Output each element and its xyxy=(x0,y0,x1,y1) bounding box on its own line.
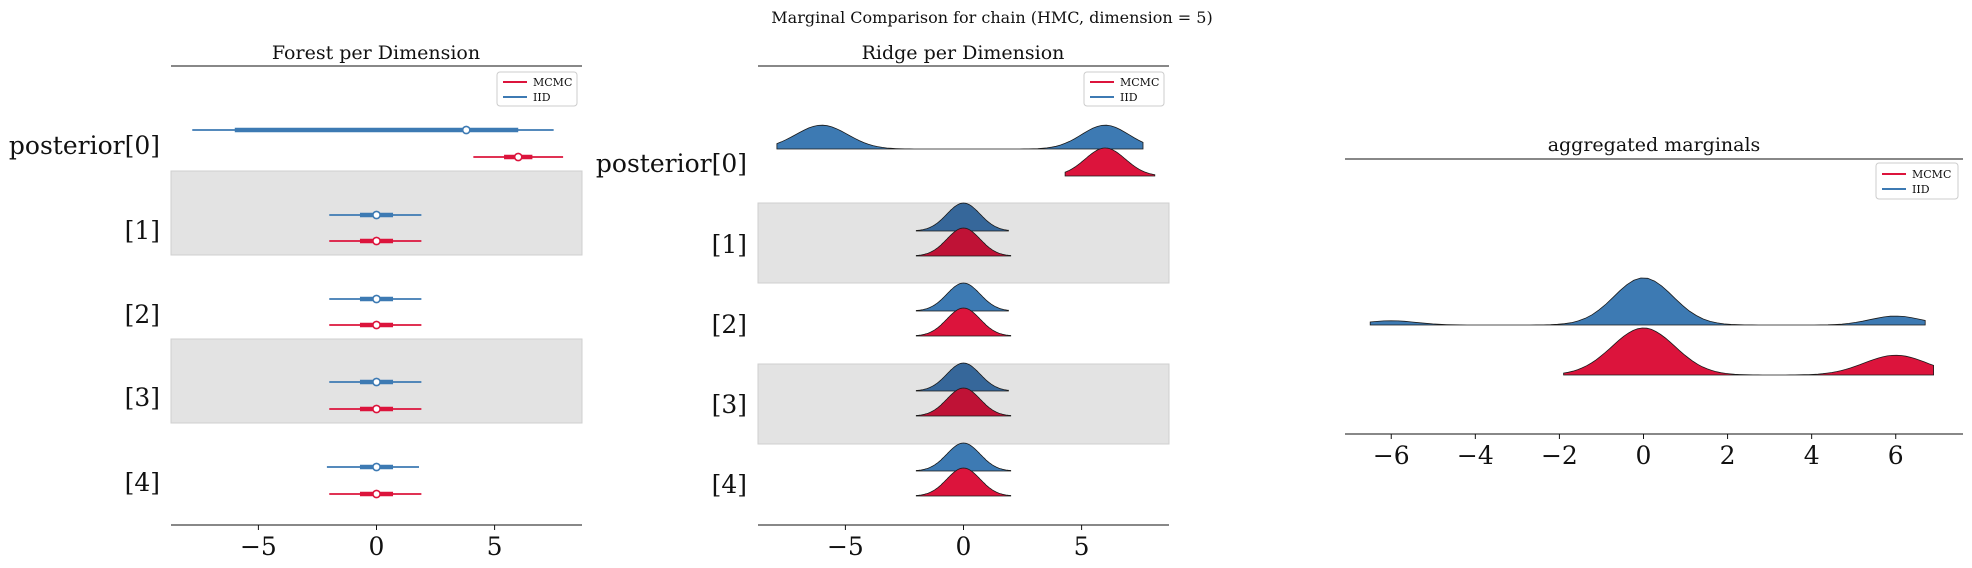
aggregated-panel: aggregated marginals −6 −4 −2 0 2 4 6 MCMC IID xyxy=(1345,134,1963,470)
figure-suptitle: Marginal Comparison for chain (HMC, dime… xyxy=(771,8,1212,27)
forest-row-label: posterior[0] xyxy=(9,131,160,160)
forest-mcmc-median xyxy=(372,404,381,414)
ridge-row-label: posterior[0] xyxy=(596,149,747,178)
aggregated-title: aggregated marginals xyxy=(1548,134,1761,156)
forest-row-labels: posterior[0] [1] [2] [3] [4] xyxy=(9,131,160,497)
ridge-row-label: [4] xyxy=(712,470,747,499)
forest-tick-label: 5 xyxy=(487,532,503,561)
aggregated-tick-label: −6 xyxy=(1373,441,1410,470)
ridge-tick-label: 0 xyxy=(956,532,972,561)
aggregated-marks xyxy=(1369,277,1934,376)
forest-legend-iid-label: IID xyxy=(533,91,551,104)
aggregated-tick-label: −2 xyxy=(1541,441,1578,470)
ridge-legend-mcmc-label: MCMC xyxy=(1120,76,1159,89)
forest-iid-median xyxy=(461,125,471,135)
forest-row-label: [2] xyxy=(125,300,160,329)
ridge-legend-iid-label: IID xyxy=(1120,91,1138,104)
forest-iid-median xyxy=(372,462,381,472)
forest-iid-median xyxy=(372,377,381,387)
ridge-row-labels: posterior[0] [1] [2] [3] [4] xyxy=(596,149,747,499)
aggregated-legend: MCMC IID xyxy=(1875,162,1959,200)
aggregated-legend-mcmc-label: MCMC xyxy=(1912,168,1951,181)
ridge-iid-density xyxy=(915,442,1012,472)
ridge-mcmc-density xyxy=(1064,147,1156,177)
forest-mcmc-median xyxy=(372,320,381,330)
ridge-iid-density xyxy=(915,202,1009,232)
forest-mcmc-median xyxy=(372,236,381,246)
aggregated-tick-label: 6 xyxy=(1888,441,1904,470)
forest-row-label: [4] xyxy=(125,468,160,497)
ridge-mcmc-density xyxy=(915,387,1012,417)
forest-panel: Forest per Dimension posterior[0] [1] [2] [… xyxy=(9,42,583,561)
ridge-panel: Ridge per Dimension posterior[0] [1] [2] [3… xyxy=(596,42,1170,561)
forest-title: Forest per Dimension xyxy=(272,42,480,64)
ridge-legend: MCMC IID xyxy=(1083,71,1165,107)
ridge-mcmc-density xyxy=(915,307,1012,337)
ridge-iid-density xyxy=(776,124,1144,150)
ridge-mcmc-density xyxy=(915,467,1012,497)
forest-iid-median xyxy=(372,210,381,220)
forest-x-ticks: −5 0 5 xyxy=(240,525,503,561)
forest-iid-median xyxy=(372,294,381,304)
forest-mcmc-median xyxy=(372,489,381,499)
aggregated-tick-label: 0 xyxy=(1636,441,1652,470)
aggregated-x-ticks: −6 −4 −2 0 2 4 6 xyxy=(1373,434,1904,470)
ridge-row-label: [3] xyxy=(712,390,747,419)
forest-row-label: [1] xyxy=(125,216,160,245)
aggregated-mcmc-density xyxy=(1563,327,1934,376)
aggregated-tick-label: −4 xyxy=(1457,441,1494,470)
ridge-mcmc-density xyxy=(915,227,1012,257)
ridge-row-label: [1] xyxy=(712,230,747,259)
ridge-row-label: [2] xyxy=(712,310,747,339)
ridge-x-ticks: −5 0 5 xyxy=(827,525,1090,561)
aggregated-tick-label: 2 xyxy=(1720,441,1736,470)
aggregated-legend-iid-label: IID xyxy=(1912,183,1930,196)
ridge-iid-density xyxy=(915,362,1009,392)
aggregated-iid-density xyxy=(1369,277,1926,326)
forest-tick-label: 0 xyxy=(369,532,385,561)
forest-tick-label: −5 xyxy=(240,532,277,561)
ridge-title: Ridge per Dimension xyxy=(862,42,1065,64)
forest-legend: MCMC IID xyxy=(496,71,578,107)
forest-marks xyxy=(192,125,564,499)
ridge-tick-label: 5 xyxy=(1074,532,1090,561)
ridge-tick-label: −5 xyxy=(827,532,864,561)
forest-legend-mcmc-label: MCMC xyxy=(533,76,572,89)
ridge-iid-density xyxy=(915,282,1009,312)
aggregated-tick-label: 4 xyxy=(1804,441,1820,470)
ridge-marks xyxy=(776,124,1156,497)
forest-row-label: [3] xyxy=(125,383,160,412)
forest-mcmc-median xyxy=(513,152,523,162)
